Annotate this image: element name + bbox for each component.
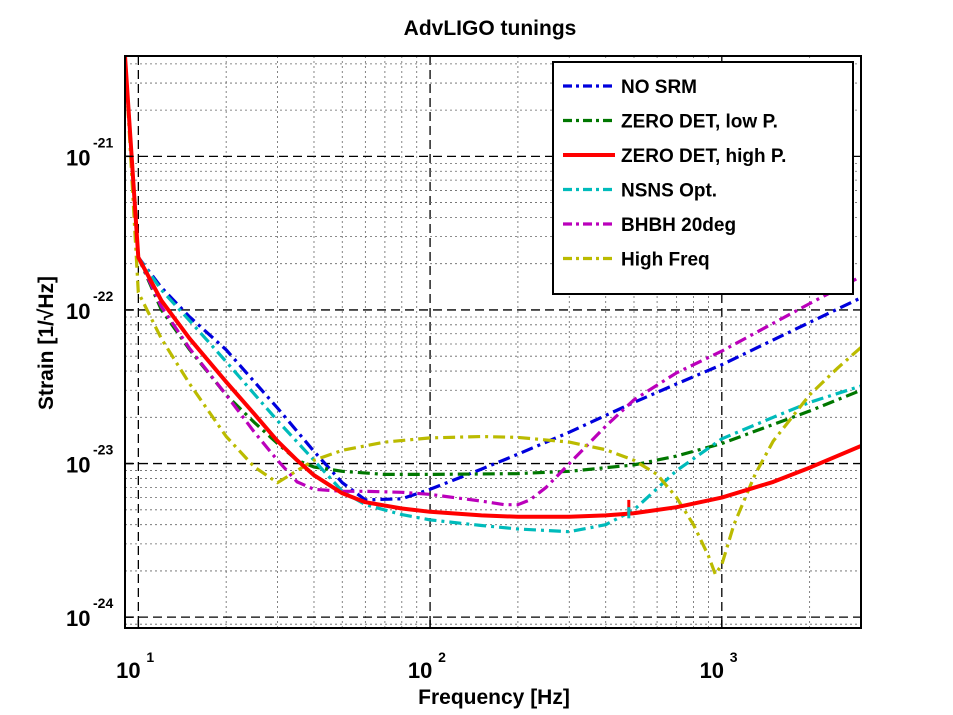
y-tick-exponent: -23 [93, 442, 113, 458]
legend: NO SRM ZERO DET, low P. ZERO DET, high P. N… [552, 61, 854, 295]
y-tick-exponent: -21 [93, 134, 113, 150]
legend-label: BHBH 20deg [621, 215, 736, 236]
series-line-high-freq [125, 56, 861, 576]
x-tick-label: 10 [116, 658, 140, 683]
y-tick-label: 10 [66, 299, 90, 324]
y-tick-exponent: -24 [93, 595, 113, 611]
plot-area [125, 56, 861, 576]
x-tick-exponent: 1 [146, 649, 154, 665]
plot-frame [124, 55, 862, 629]
legend-label: High Freq [621, 250, 710, 271]
x-tick-label: 10 [408, 658, 432, 683]
legend-label: NO SRM [621, 77, 697, 98]
legend-label: NSNS Opt. [621, 181, 717, 202]
series-line-no-srm [125, 56, 861, 502]
series-line-zero-det-high-p [125, 56, 861, 519]
x-tick-exponent: 3 [730, 649, 738, 665]
series-line-bhbh-20deg [125, 56, 861, 507]
y-tick-label: 10 [66, 453, 90, 478]
series-line-nsns-opt [125, 56, 861, 534]
chart-title: AdvLIGO tunings [404, 17, 577, 40]
y-tick-label: 10 [66, 145, 90, 170]
x-tick-label: 10 [700, 658, 724, 683]
y-tick-label: 10 [66, 606, 90, 631]
legend-label: ZERO DET, low P. [621, 112, 778, 133]
x-tick-exponent: 2 [438, 649, 446, 665]
legend-label: ZERO DET, high P. [621, 146, 786, 167]
y-tick-exponent: -22 [93, 288, 113, 304]
x-axis-label: Frequency [Hz] [418, 686, 570, 709]
y-axis-label: Strain [1/√Hz] [35, 276, 58, 410]
legend-box [552, 61, 854, 295]
